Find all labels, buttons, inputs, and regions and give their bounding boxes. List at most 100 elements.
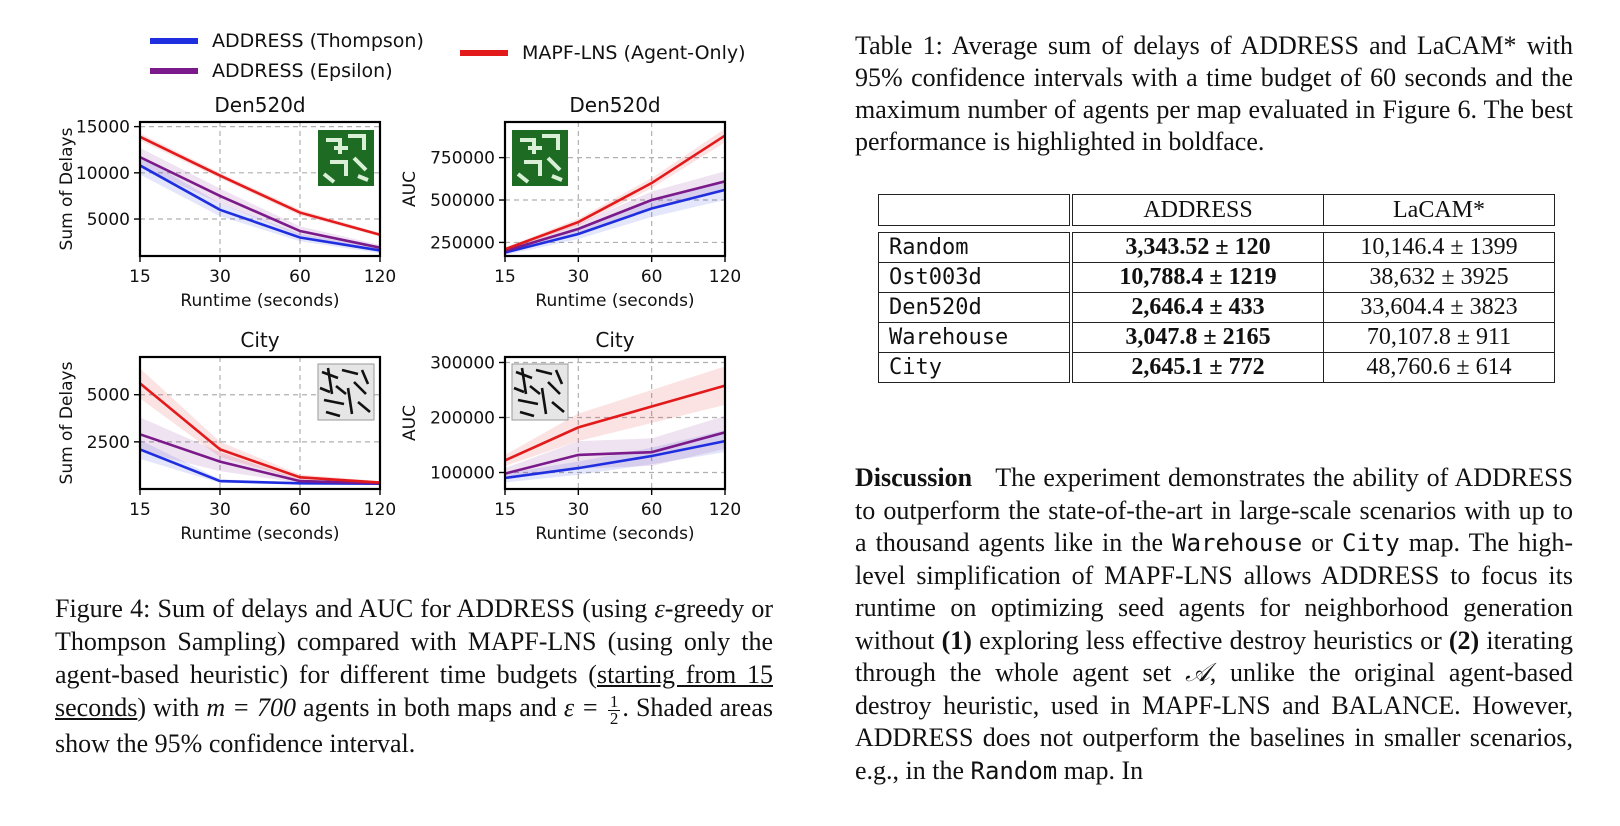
- legend-label-epsilon: ADDRESS (Epsilon): [212, 60, 393, 82]
- table-cell-map: Ost003d: [878, 262, 1073, 293]
- table-cell-map: Warehouse: [878, 322, 1073, 353]
- series-line-mapflns: [504, 384, 726, 462]
- x-tick-label: 30: [209, 500, 231, 520]
- fraction-denominator: 2: [609, 708, 619, 728]
- chart-den520d-sum-of-delays: 15 30 60 120 5000 10000 15000 Den520d Runtime (s…: [57, 93, 396, 311]
- table-cell-address: 2,645.1 ± 772: [1070, 352, 1324, 383]
- table-caption: Table 1: Average sum of delays of ADDRES…: [855, 31, 1573, 156]
- y-tick-label: 10000: [76, 164, 130, 184]
- chart-title: Den520d: [214, 93, 305, 117]
- series-line-epsilon: [504, 180, 726, 253]
- discussion-item-1: (1): [941, 625, 972, 655]
- table-row: City 2,645.1 ± 772 48,760.6 ± 614: [878, 352, 1555, 383]
- discussion-heading: Discussion: [855, 463, 973, 492]
- x-tick-label: 120: [709, 267, 741, 287]
- legend-swatch-mapflns: [460, 50, 508, 56]
- chart-title: City: [240, 328, 279, 352]
- caption-m-eq: m = 700: [206, 693, 296, 722]
- chart-title: Den520d: [569, 93, 660, 117]
- caption-underlined: starting from 15 seconds: [55, 660, 773, 722]
- y-axis-label: AUC: [400, 171, 420, 207]
- city-map-streets: [513, 367, 565, 418]
- legend-item-thompson: ADDRESS (Thompson): [150, 30, 424, 52]
- discussion-text: map. In: [1057, 755, 1144, 785]
- table-header-lacam: LaCAM*: [1323, 194, 1555, 226]
- discussion-text: exploring less effective destroy heurist…: [971, 625, 1449, 655]
- den520d-map-thumbnail: [318, 130, 374, 186]
- table-header-map: [878, 194, 1073, 226]
- series-line-mapflns: [504, 134, 726, 251]
- table-row: Ost003d 10,788.4 ± 1219 38,632 ± 3925: [878, 262, 1555, 293]
- city-map-thumbnail: [317, 363, 375, 421]
- ci-band-epsilon: [140, 147, 380, 251]
- discussion-text: map. The high-level simplification of MA…: [855, 528, 1573, 655]
- caption-text-4: agents in both maps and: [295, 693, 564, 722]
- fraction-numerator: 1: [607, 691, 621, 711]
- caption-eps-eq: ε =: [563, 693, 606, 722]
- plot-frame: [138, 355, 382, 491]
- legend-swatch-thompson: [150, 38, 198, 44]
- table-cell-lacam: 48,760.6 ± 614: [1323, 352, 1555, 383]
- results-table: ADDRESS LaCAM* Random 3,343.52 ± 120 10,…: [878, 194, 1555, 383]
- table-row: Random 3,343.52 ± 120 10,146.4 ± 1399: [878, 232, 1555, 263]
- y-tick-label: 200000: [430, 409, 495, 429]
- x-tick-label: 60: [289, 267, 311, 287]
- city-map-thumbnail: [511, 363, 569, 421]
- table-cell-map: City: [878, 352, 1073, 383]
- x-tick-label: 30: [568, 500, 590, 520]
- chart-city-auc: 15 30 60 120 100000 200000 300000 City Runtime (…: [400, 328, 741, 544]
- plot-frame: [138, 120, 382, 258]
- den520d-map-thumbnail: [512, 130, 568, 186]
- x-axis-label: Runtime (seconds): [535, 524, 694, 544]
- y-tick-label: 5000: [87, 386, 130, 406]
- chart-den520d-auc: 15 30 60 120 250000 500000 750000 Den520d Runtim…: [400, 93, 741, 311]
- series-line-mapflns: [139, 135, 381, 236]
- y-tick-label: 15000: [76, 118, 130, 138]
- table-cell-map: Random: [878, 232, 1073, 263]
- caption-text-1: Figure 4: Sum of delays and AUC for ADDR…: [55, 594, 655, 623]
- ci-band-epsilon: [505, 171, 725, 254]
- table-cell-address: 2,646.4 ± 433: [1070, 292, 1324, 323]
- series-line-thompson: [139, 448, 381, 486]
- x-axis-label: Runtime (seconds): [535, 291, 694, 311]
- caption-epsilon: ε: [654, 594, 665, 623]
- den520d-map-corridors: [516, 134, 563, 184]
- table-cell-map: Den520d: [878, 292, 1073, 323]
- series-line-thompson: [504, 188, 726, 254]
- x-tick-label: 60: [641, 500, 663, 520]
- chart-title: City: [595, 328, 634, 352]
- series-line-epsilon: [504, 431, 726, 475]
- table-row: Den520d 2,646.4 ± 433 33,604.4 ± 3823: [878, 292, 1555, 323]
- y-axis-label: Sum of Delays: [57, 127, 77, 250]
- series-line-epsilon: [139, 433, 381, 485]
- discussion-text: or: [1302, 528, 1342, 557]
- y-tick-label: 300000: [430, 354, 495, 374]
- table-cell-lacam: 70,107.8 ± 911: [1323, 322, 1555, 353]
- plot-frame: [503, 355, 727, 491]
- y-tick-label: 500000: [430, 191, 495, 211]
- discussion-map-random: Random: [970, 756, 1058, 785]
- x-tick-label: 15: [129, 500, 151, 520]
- x-tick-label: 30: [568, 267, 590, 287]
- den520d-map-corridors: [322, 134, 369, 184]
- table-cell-lacam: 33,604.4 ± 3823: [1323, 292, 1555, 323]
- discussion-text: The experiment demonstrates the ability …: [855, 463, 1574, 557]
- discussion-item-2: (2): [1448, 625, 1480, 655]
- x-tick-label: 30: [209, 267, 231, 287]
- x-axis-label: Runtime (seconds): [180, 524, 339, 544]
- table-header-address: ADDRESS: [1070, 194, 1324, 226]
- discussion-map-warehouse: Warehouse: [1172, 529, 1303, 557]
- ci-band-epsilon: [505, 415, 725, 480]
- ci-band-thompson: [505, 179, 725, 256]
- x-tick-label: 15: [129, 267, 151, 287]
- discussion-text: iterating through the whole agent set: [855, 625, 1573, 688]
- series-line-epsilon: [139, 155, 381, 249]
- ci-band-epsilon: [140, 417, 380, 485]
- plot-frame: [503, 120, 727, 258]
- x-tick-label: 120: [709, 500, 741, 520]
- y-axis-label: Sum of Delays: [57, 361, 77, 484]
- x-tick-label: 15: [494, 267, 516, 287]
- x-tick-label: 120: [364, 267, 396, 287]
- y-tick-label: 750000: [430, 149, 495, 169]
- discussion-set-a: 𝒜: [1185, 658, 1210, 687]
